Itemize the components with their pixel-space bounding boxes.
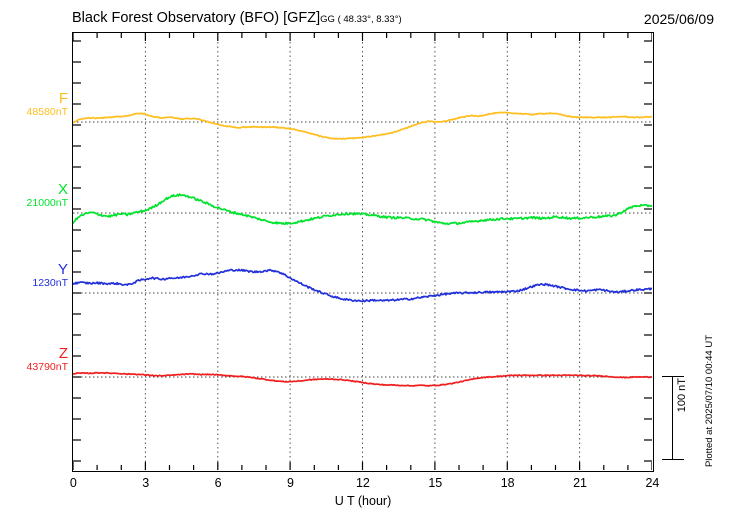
x-tick-label: 12 [355,476,370,490]
x-tick-label: 3 [142,476,150,490]
magnetogram-plot [72,32,654,472]
page-title-coordinates: ( 48.33°, 8.33°) [334,14,402,25]
component-label-z: Z 43790nT [0,346,68,374]
plotted-timestamp: Plotted at 2025/07/10 00:44 UT [704,335,715,468]
component-baseline-value-y: 1230nT [32,277,68,289]
scale-bar-label: 100 nT [676,378,688,413]
x-tick-label: 18 [500,476,515,490]
x-tick-label: 9 [287,476,294,490]
scale-bar [662,376,684,460]
scale-bar-line [672,376,674,460]
page-title: Black Forest Observatory (BFO) [GFZ]GG (… [72,10,402,26]
component-name-y: Y [57,261,68,278]
component-baseline-value-x: 21000nT [26,197,68,209]
x-tick-label: 24 [645,476,660,490]
x-tick-label: 21 [573,476,587,490]
scale-bar-bottom-cap [662,458,684,460]
component-label-f: F 48580nT [0,91,68,119]
trace-x [73,193,652,226]
component-baseline-value-f: 48580nT [26,106,68,118]
trace-y [73,268,652,303]
trace-f [73,111,652,140]
component-label-y: Y 1230nT [0,262,68,290]
x-tick-label: 15 [428,476,443,490]
component-name-f: F [58,90,68,107]
component-baseline-value-z: 43790nT [26,361,68,373]
component-name-x: X [57,181,68,198]
x-axis-title: U T (hour) [334,494,392,508]
data-traces [73,111,652,387]
trace-z [73,371,652,387]
component-label-x: X 21000nT [0,182,68,210]
observation-date: 2025/06/09 [643,11,714,27]
page-title-institute-code: GG [320,14,335,25]
grid-lines [144,33,581,470]
axis-ticks [73,33,652,470]
component-name-z: Z [58,345,68,362]
x-tick-label: 0 [69,476,77,490]
x-tick-label: 6 [214,476,222,490]
page-title-text: Black Forest Observatory (BFO) [GFZ] [72,10,321,26]
chart-header: Black Forest Observatory (BFO) [GFZ]GG (… [0,10,730,32]
plot-canvas [73,33,652,470]
x-axis-tick-labels: 0 3 6 9 12 15 18 21 24 [69,476,659,492]
